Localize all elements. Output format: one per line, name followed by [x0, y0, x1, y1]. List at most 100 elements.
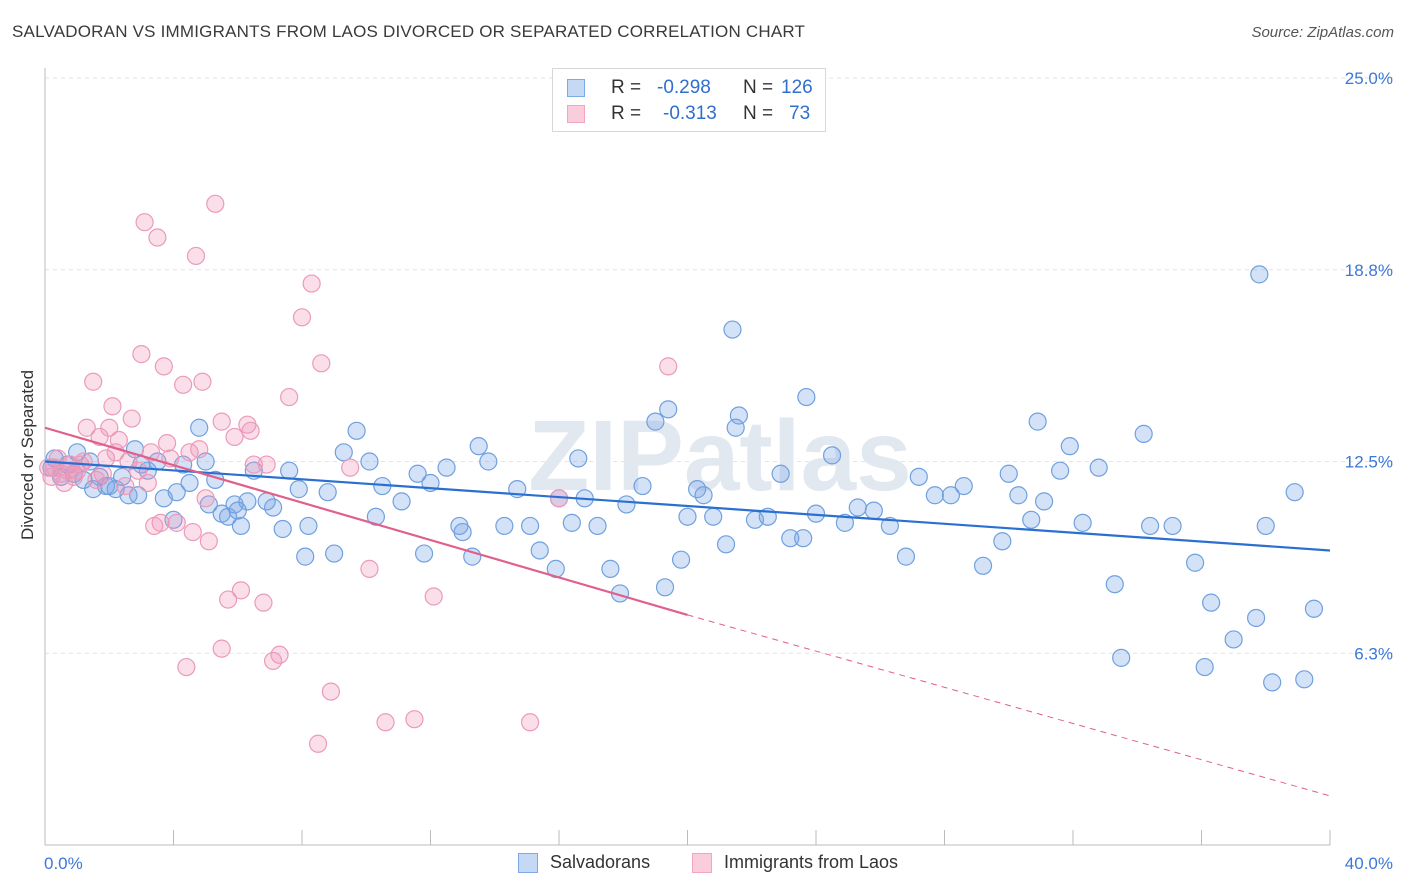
data-point: [273, 519, 292, 539]
data-point: [1028, 412, 1047, 431]
data-point: [1263, 673, 1282, 692]
data-point: [325, 544, 344, 563]
data-point: [151, 513, 170, 532]
data-point: [103, 397, 122, 416]
source-label: Source: ZipAtlas.com: [1251, 24, 1394, 41]
data-point: [479, 452, 498, 471]
data-point: [231, 581, 251, 600]
data-point: [257, 492, 276, 511]
data-point: [671, 550, 691, 569]
legend-n-label: N =: [743, 103, 774, 124]
data-point: [289, 480, 308, 499]
data-point: [1163, 516, 1182, 536]
data-point: [659, 357, 678, 376]
legend-r-label: R =: [611, 103, 642, 124]
data-point: [186, 246, 206, 266]
data-point: [588, 516, 607, 536]
data-point: [909, 467, 928, 486]
x-tick-label: 0.0%: [44, 854, 83, 873]
data-point: [199, 532, 218, 551]
data-point: [1304, 599, 1324, 618]
data-point: [797, 387, 816, 407]
y-tick-label: 25.0%: [1345, 69, 1393, 88]
legend-swatch-blue: [567, 79, 585, 97]
data-point: [212, 639, 231, 658]
data-point: [116, 476, 135, 496]
legend-label: Salvadorans: [550, 852, 651, 872]
data-point: [704, 507, 723, 526]
data-point: [726, 418, 745, 437]
data-point: [880, 516, 899, 536]
legend-r-value: -0.298: [657, 77, 711, 98]
data-point: [562, 513, 581, 532]
data-point: [1022, 510, 1041, 529]
data-point: [1202, 593, 1221, 612]
data-point: [212, 412, 231, 431]
data-point: [132, 345, 151, 364]
legend-swatch-pink: [567, 105, 585, 123]
data-point: [1134, 424, 1153, 443]
data-point: [280, 461, 299, 480]
data-point: [993, 532, 1012, 551]
data-point: [659, 400, 678, 419]
data-point: [469, 437, 488, 456]
data-point: [148, 228, 167, 247]
data-point: [190, 418, 209, 437]
legend-n-value: 73: [789, 103, 811, 124]
data-point: [1285, 483, 1304, 502]
legend-swatch-blue: [518, 853, 538, 873]
data-point: [360, 452, 379, 471]
data-point: [77, 418, 96, 437]
data-point: [90, 427, 109, 447]
data-point: [167, 483, 186, 502]
trend-line-laos: [44, 426, 688, 616]
y-axis-label: Divorced or Separated: [18, 370, 37, 540]
data-point: [1250, 265, 1269, 284]
data-point: [225, 427, 244, 447]
data-point: [280, 387, 299, 407]
data-point: [135, 213, 154, 232]
data-point: [193, 372, 212, 391]
y-tick-label: 12.5%: [1345, 453, 1393, 472]
data-point: [138, 473, 157, 493]
data-point: [321, 682, 341, 701]
data-point: [835, 513, 855, 532]
data-point: [1051, 461, 1070, 480]
data-point: [129, 461, 148, 480]
data-point: [154, 357, 173, 376]
data-point: [177, 657, 196, 677]
data-point: [1256, 516, 1275, 536]
data-point: [1089, 458, 1108, 477]
data-point: [848, 498, 867, 517]
data-point: [167, 513, 186, 532]
data-point: [157, 433, 177, 453]
data-point: [999, 464, 1018, 483]
data-point: [1073, 513, 1092, 532]
data-point: [925, 486, 944, 505]
data-point: [601, 559, 620, 578]
data-point: [569, 449, 588, 468]
trend-line-salvadorans: [44, 460, 1331, 552]
data-point: [424, 587, 443, 606]
data-point: [1060, 437, 1079, 456]
data-point: [96, 449, 116, 468]
data-point: [254, 593, 273, 612]
axes: [44, 68, 1331, 846]
data-point: [392, 492, 411, 511]
data-point: [520, 713, 540, 732]
data-point: [231, 516, 251, 536]
data-point: [1009, 486, 1028, 505]
data-point: [781, 529, 800, 548]
data-point: [334, 443, 353, 462]
data-point: [771, 464, 790, 483]
data-point: [180, 473, 199, 493]
data-point: [794, 529, 813, 548]
data-point: [360, 559, 379, 578]
data-point: [174, 375, 193, 394]
data-point: [299, 516, 318, 536]
data-point: [376, 713, 395, 732]
y-tick-label: 18.8%: [1345, 261, 1393, 280]
data-point: [453, 522, 472, 542]
data-point: [896, 547, 916, 566]
data-point: [74, 452, 93, 471]
